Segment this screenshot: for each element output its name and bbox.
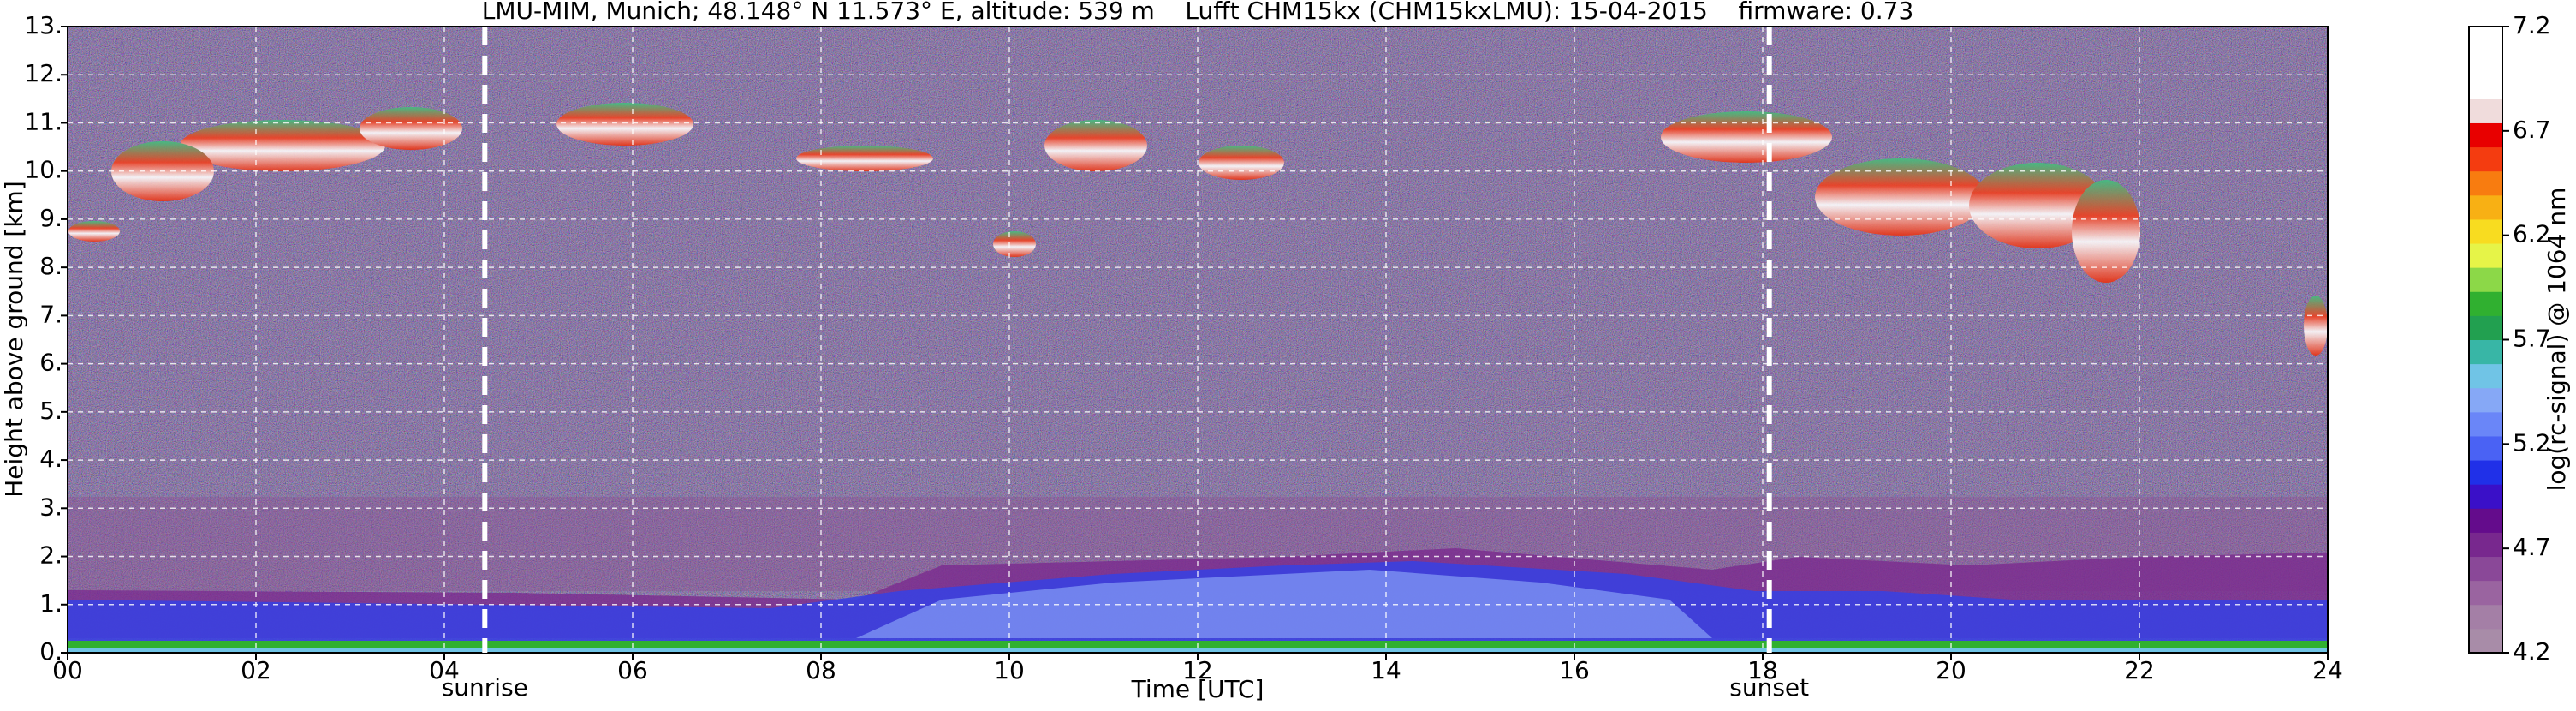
event-label: sunset	[1729, 673, 1809, 702]
y-tick-label: 0.	[39, 637, 62, 666]
x-tick-label: 08	[806, 656, 836, 684]
colorbar-bin	[2469, 51, 2502, 75]
colorbar-bin	[2469, 194, 2502, 220]
x-tick-label: 04	[429, 656, 460, 684]
x-tick-label: 18	[1747, 656, 1778, 684]
x-tick-label: 00	[52, 656, 83, 684]
y-tick-label: 2.	[39, 541, 62, 570]
colorbar-bin	[2469, 484, 2502, 509]
x-tick-label: 10	[994, 656, 1025, 684]
y-tick-label: 4.	[39, 445, 62, 473]
colorbar-tick-label: 4.7	[2513, 533, 2551, 561]
y-tick-label: 12.	[24, 59, 62, 87]
colorbar-bin	[2469, 267, 2502, 292]
colorbar-bin	[2469, 339, 2502, 365]
colorbar-bin	[2469, 27, 2502, 51]
colorbar-bin	[2469, 75, 2502, 99]
colorbar-bin	[2469, 291, 2502, 316]
colorbar-bin	[2469, 435, 2502, 461]
chart-title: LMU-MIM, Munich; 48.148° N 11.573° E, al…	[482, 0, 1914, 25]
x-tick-label: 02	[241, 656, 271, 684]
colorbar-bin	[2469, 556, 2502, 582]
x-tick-label: 20	[1936, 656, 1966, 684]
colorbar-bin	[2469, 508, 2502, 533]
y-tick-label: 13.	[24, 11, 62, 39]
colorbar-bin	[2469, 243, 2502, 268]
x-tick-label: 14	[1371, 656, 1401, 684]
colorbar-bin	[2469, 99, 2502, 123]
colorbar-bin	[2469, 604, 2502, 630]
x-tick-label: 06	[617, 656, 648, 684]
colorbar-bin	[2469, 532, 2502, 558]
y-tick-label: 10.	[24, 156, 62, 184]
colorbar-bin	[2469, 146, 2502, 172]
y-tick-label: 8.	[39, 252, 62, 280]
y-tick-label: 11.	[24, 107, 62, 135]
colorbar-bin	[2469, 580, 2502, 606]
y-tick-label: 9.	[39, 204, 62, 232]
colorbar-label: log(rc-signal) @ 1064 nm	[2543, 188, 2571, 492]
x-axis-label: Time [UTC]	[1131, 675, 1264, 703]
y-axis-label: Height above ground [km]	[0, 181, 28, 498]
colorbar-bin	[2469, 122, 2502, 148]
colorbar-tick-label: 7.2	[2513, 11, 2551, 39]
colorbar-bin	[2469, 460, 2502, 485]
colorbar-tick-label: 4.2	[2513, 637, 2551, 666]
x-tick-label: 24	[2312, 656, 2343, 684]
y-tick-label: 7.	[39, 300, 62, 328]
y-tick-label: 6.	[39, 349, 62, 377]
colorbar-bin	[2469, 218, 2502, 244]
colorbar-bin	[2469, 170, 2502, 196]
x-tick-label: 12	[1182, 656, 1213, 684]
colorbar-tick-label: 5.2	[2513, 428, 2551, 457]
colorbar-bin	[2469, 411, 2502, 437]
colorbar-bin	[2469, 363, 2502, 389]
y-tick-label: 5.	[39, 397, 62, 425]
colorbar-tick-label: 6.2	[2513, 220, 2551, 248]
colorbar-bin	[2469, 315, 2502, 340]
colorbar-tick-label: 5.7	[2513, 325, 2551, 353]
y-tick-label: 3.	[39, 493, 62, 521]
colorbar-tick-label: 6.7	[2513, 116, 2551, 144]
y-tick-label: 1.	[39, 589, 62, 618]
colorbar-bin	[2469, 628, 2502, 654]
x-tick-label: 22	[2124, 656, 2155, 684]
colorbar-bin	[2469, 387, 2502, 413]
x-tick-label: 16	[1559, 656, 1590, 684]
event-label: sunrise	[442, 673, 528, 702]
